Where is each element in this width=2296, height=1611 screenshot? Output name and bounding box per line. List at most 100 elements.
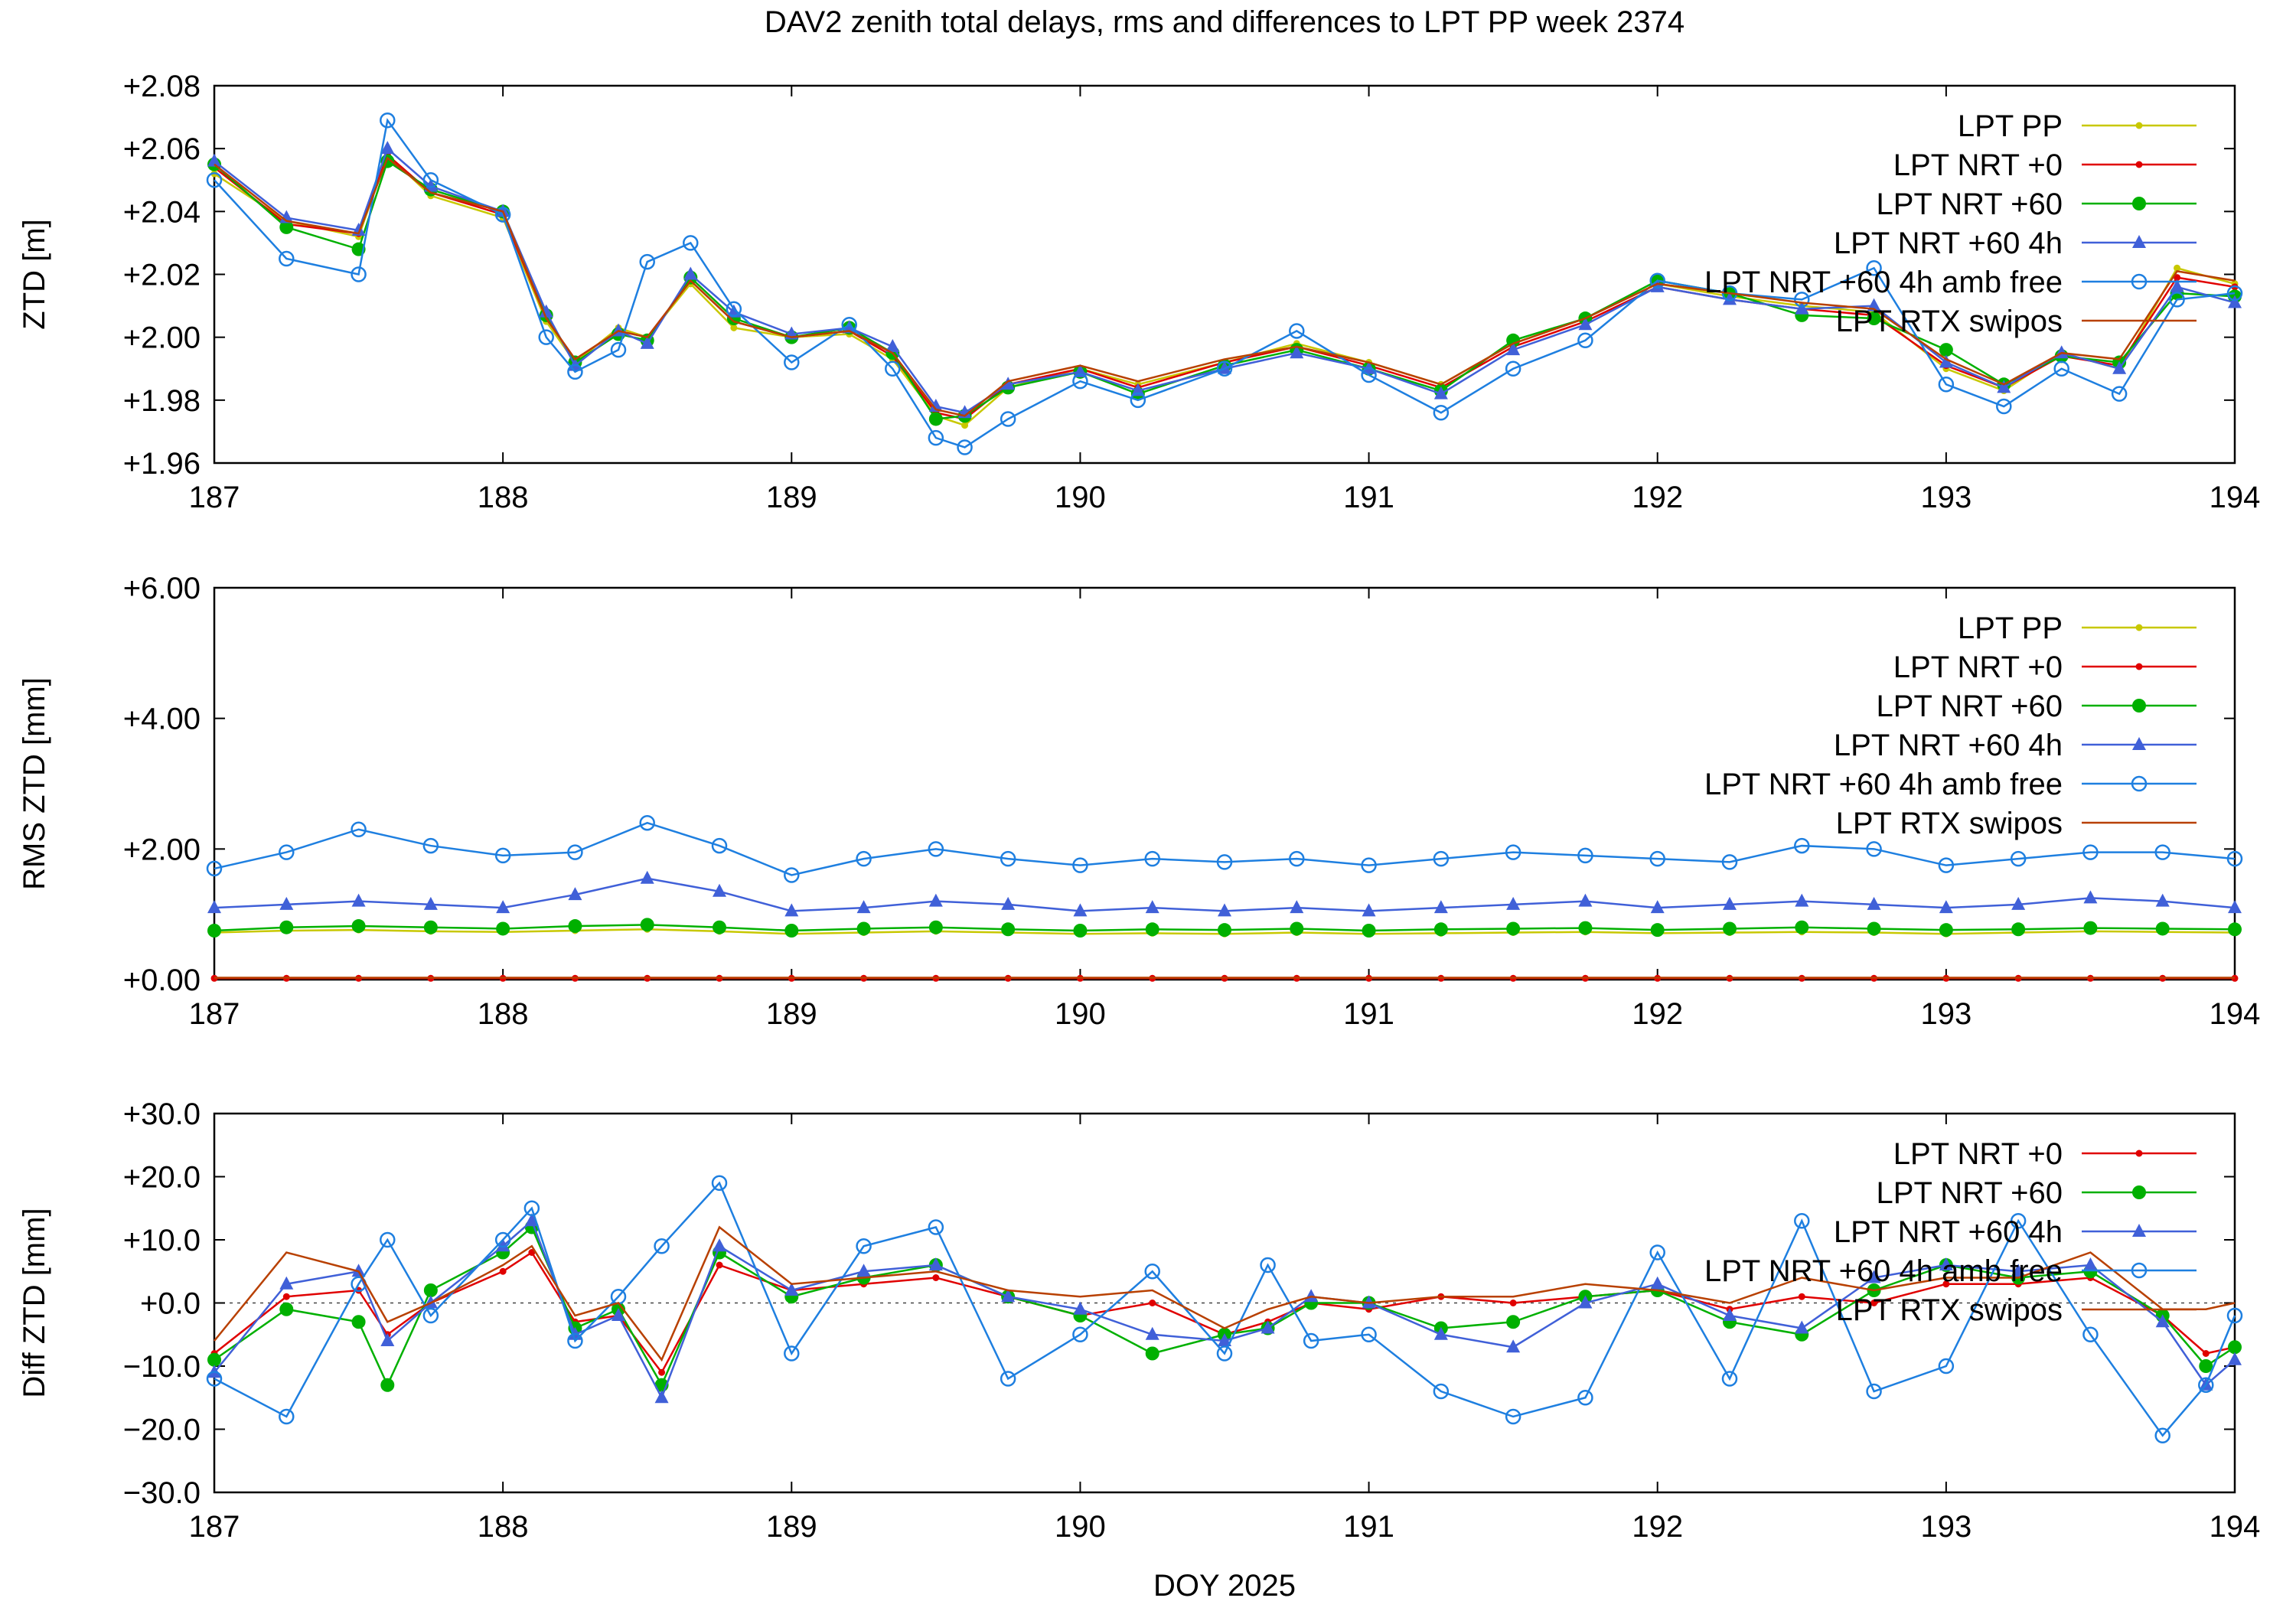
diff-amb_free-point [1072, 1326, 1088, 1342]
rms-amb_free-point [1144, 850, 1160, 867]
ztd-nrt60_4h-point [928, 399, 943, 413]
rms-y-tick-label: +4.00 [123, 703, 201, 736]
rms-nrt60_4h-point [1867, 896, 1881, 910]
diff-amb_free-point [1433, 1383, 1450, 1400]
diff-nrt60_4h-point [1867, 1270, 1881, 1283]
diff-rtx-line [214, 1225, 2236, 1362]
diff-legend-marker [2131, 1262, 2148, 1279]
ztd-pp-point [2174, 264, 2181, 272]
ztd-rtx-line [214, 156, 2236, 417]
rms-legend-marker [2135, 624, 2143, 631]
rms-nrt60-point [928, 920, 943, 934]
rms-nrt60-point [784, 924, 799, 938]
diff-nrt60_4h-point [1073, 1301, 1088, 1315]
diff-x-tick-label: 190 [1055, 1510, 1106, 1544]
ztd-nrt60_4h-point [885, 338, 900, 352]
diff-amb_free-point [711, 1175, 728, 1191]
rms-nrt60-point [2155, 921, 2170, 936]
rms-amb_free-point [2082, 844, 2099, 860]
ztd-amb_free-point [494, 207, 511, 223]
diff-legend-marker [2132, 1224, 2146, 1237]
diff-amb_free-point [567, 1332, 583, 1349]
diff-nrt60_4h-point [654, 1390, 669, 1404]
diff-amb_free-point [1260, 1257, 1276, 1273]
rms-nrt60_4h-point [2228, 900, 2242, 914]
diff-y-tick-label: +30.0 [123, 1097, 201, 1131]
rms-amb_free-point [2010, 850, 2027, 867]
diff-amb_free-point [2198, 1377, 2214, 1393]
rms-amb_free-point [2154, 844, 2170, 860]
rms-series-nrt60 [207, 918, 2242, 938]
ztd-nrt60-point [1506, 333, 1521, 347]
diff-legend-label: LPT NRT +60 4h [1834, 1215, 2063, 1249]
diff-x-tick-label: 188 [478, 1510, 529, 1544]
rms-x-tick-label: 190 [1055, 997, 1106, 1031]
diff-amb_free-point [1649, 1244, 1665, 1260]
ztd-y-tick-label: +2.08 [123, 70, 201, 103]
diff-amb_free-point [1303, 1332, 1319, 1349]
diff-nrt0-point [716, 1261, 723, 1269]
rms-legend-label: LPT NRT +60 [1877, 690, 2063, 723]
ztd-pp-point [961, 422, 969, 429]
diff-nrt60-point [279, 1302, 294, 1316]
rms-nrt60_4h-point [2155, 893, 2170, 907]
rms-amb_free-point [1721, 854, 1738, 870]
ztd-nrt60_4h-point [1650, 279, 1665, 292]
diff-nrt60_4h-point [2155, 1314, 2170, 1328]
rms-nrt60_4h-point [351, 893, 366, 907]
diff-amb_free-point [1577, 1390, 1593, 1406]
ztd-amb_free-point [538, 329, 554, 345]
x-axis-label: DOY 2025 [1153, 1569, 1296, 1603]
ztd-pp-point [730, 324, 738, 331]
ztd-x-tick-label: 194 [2210, 481, 2261, 514]
diff-amb_free-point [380, 1231, 396, 1248]
rms-nrt60_4h-point [1650, 900, 1665, 914]
rms-nrt60-point [1073, 924, 1088, 938]
diff-amb_free-point [1000, 1371, 1016, 1387]
diff-series-rtx [214, 1225, 2236, 1362]
diff-y-tick-label: −30.0 [123, 1476, 201, 1510]
rms-legend-label: LPT NRT +60 4h amb free [1704, 768, 2063, 801]
ztd-amb_free-point [2053, 360, 2069, 377]
ztd-nrt60_4h-point [1130, 383, 1145, 396]
rms-nrt60_4h-point [568, 887, 582, 901]
rms-nrt60_4h-point [1362, 903, 1376, 917]
rms-amb_free-line [214, 821, 2236, 876]
diff-x-tick-label: 187 [189, 1510, 240, 1544]
rms-nrt60_4h-point [713, 883, 726, 897]
rms-nrt60-point [1578, 921, 1593, 935]
ztd-nrt60_4h-point [1795, 301, 1809, 315]
diff-amb_free-point [2154, 1427, 2170, 1443]
diff-nrt60_4h-point [2228, 1352, 2242, 1365]
ztd-amb_free-point [1996, 398, 2012, 415]
ztd-nrt60_4h-point [207, 153, 221, 167]
ztd-y-tick-label: +2.00 [123, 321, 201, 355]
ztd-nrt60_4h-point [1290, 345, 1304, 359]
ztd-nrt60_4h-point [1073, 364, 1088, 377]
ztd-panel: 187 188 189 190 191 192 193 194 +1.96 +1.98 +2.00 +… [18, 70, 2260, 514]
rms-nrt60-point [423, 920, 438, 934]
ztd-amb_free-point [1938, 377, 1955, 393]
ztd-nrt60_4h-point [1506, 342, 1521, 356]
diff-nrt60_4h-point [1650, 1276, 1665, 1290]
rms-nrt60-point [1433, 922, 1448, 937]
rms-amb_free-point [784, 867, 800, 883]
rms-amb_free-point [856, 850, 872, 867]
diff-amb_free-line [214, 1181, 2236, 1437]
ztd-x-tick-label: 188 [478, 481, 529, 514]
diff-nrt60-point [1506, 1315, 1521, 1329]
ztd-nrt60-point [1867, 311, 1881, 326]
diff-legend-label: LPT NRT +60 [1877, 1176, 2063, 1210]
rms-nrt60-point [351, 919, 366, 934]
ztd-legend-label: LPT RTX swipos [1836, 305, 2063, 338]
ztd-legend-label: LPT NRT +0 [1893, 148, 2063, 182]
rms-nrt60_4h-point [1145, 900, 1159, 914]
diff-nrt60_4h-point [1795, 1320, 1809, 1334]
diff-nrt0-point [2202, 1350, 2210, 1357]
rms-amb_free-point [1433, 850, 1450, 867]
diff-legend-label: LPT RTX swipos [1836, 1293, 2063, 1327]
diff-amb_free-point [2226, 1307, 2243, 1324]
rms-x-tick-label: 194 [2210, 997, 2261, 1031]
rms-nrt60-point [1795, 920, 1809, 934]
